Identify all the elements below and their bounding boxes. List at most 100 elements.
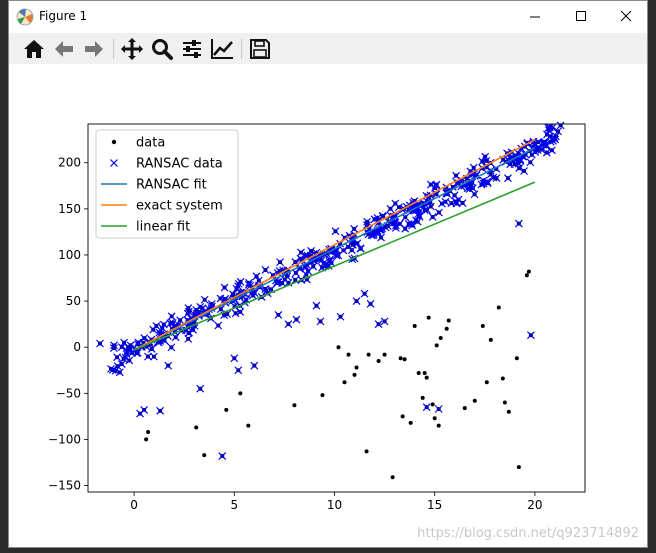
legend-marker <box>110 159 118 167</box>
ransac-data-point <box>231 309 240 318</box>
ransac-data-point <box>526 158 535 167</box>
data-point <box>516 465 521 470</box>
close-icon <box>620 11 631 22</box>
ransac-data-point <box>386 204 395 213</box>
ransac-data-point <box>544 124 553 132</box>
ransac-data-point <box>331 227 340 236</box>
ransac-data-point <box>109 344 118 352</box>
data-point <box>432 416 437 421</box>
ransac-data-point <box>245 278 253 287</box>
home-button[interactable] <box>21 36 47 62</box>
legend: data RANSAC data RANSAC fit exact system lin… <box>95 129 239 239</box>
ransac-data-point <box>184 304 193 312</box>
back-button[interactable] <box>51 36 77 62</box>
save-button[interactable] <box>247 36 273 62</box>
ransac-data-point <box>556 121 565 130</box>
ransac-data-point <box>539 140 548 149</box>
ransac-data-point <box>407 219 416 228</box>
ransac-data-point <box>214 321 223 330</box>
ransac-data-point <box>200 295 209 304</box>
legend-entry: exact system <box>101 199 223 214</box>
y-tick-label: −150 <box>48 479 81 493</box>
ransac-data-point <box>336 312 345 321</box>
ransac-data-point <box>415 212 424 221</box>
maximize-icon <box>575 11 586 21</box>
ransac-data-point <box>167 312 176 321</box>
ransac-data-point <box>230 354 239 363</box>
ransac-data-point <box>113 362 122 371</box>
minimize-button[interactable] <box>512 1 558 32</box>
data-point <box>202 453 207 458</box>
ransac-data-point <box>356 244 365 253</box>
ransac-data-point <box>292 315 301 324</box>
ransac-data-point <box>352 297 361 306</box>
ransac-data-point <box>252 272 261 281</box>
data-point <box>424 375 429 380</box>
ransac-data-point <box>380 317 389 326</box>
ransac-data-point <box>325 257 334 266</box>
figure-canvas[interactable]: 0 5 10 15 20 −150 −100 −50 0 50 100 150 200 data RANSA… <box>9 65 647 547</box>
configure-subplots-button[interactable] <box>179 36 205 62</box>
data-point <box>412 323 417 328</box>
data-point <box>194 425 199 430</box>
axes-frame <box>87 123 586 493</box>
x-tick-label: 0 <box>130 498 138 512</box>
ransac-data-point <box>353 239 362 248</box>
ransac-data-point <box>167 343 176 352</box>
data-point <box>144 437 149 442</box>
ransac-data-point <box>309 262 318 271</box>
title-bar: Figure 1 <box>9 1 647 32</box>
legend-entry: RANSAC data <box>110 157 223 172</box>
ransac-data-point <box>350 224 359 233</box>
data-point <box>484 380 489 385</box>
ransac-data-point <box>144 352 152 361</box>
y-tick-label: 0 <box>73 340 81 354</box>
data-point <box>352 372 357 377</box>
x-tick-label: 20 <box>527 498 542 512</box>
ransac-data-point <box>147 345 156 353</box>
ransac-data-point <box>377 233 385 242</box>
ransac-data-point <box>428 213 437 221</box>
pan-button[interactable] <box>119 36 145 62</box>
forward-button[interactable] <box>81 36 107 62</box>
data-point <box>422 371 427 376</box>
data-point <box>430 402 435 407</box>
zoom-button[interactable] <box>149 36 175 62</box>
data-point <box>426 315 431 320</box>
ransac-data-point <box>503 174 512 183</box>
ransac-plot[interactable]: 0 5 10 15 20 −150 −100 −50 0 50 100 150 200 data RANSA… <box>9 65 647 547</box>
ransac-data-point <box>545 126 553 135</box>
ransac-data-point <box>339 246 348 255</box>
ransac-data-point <box>369 230 378 239</box>
ransac-data-point <box>363 217 372 226</box>
ransac-fit-line <box>133 147 536 351</box>
data-point <box>146 430 151 435</box>
ransac-data-point <box>312 301 321 310</box>
y-tick-label: 100 <box>58 248 81 262</box>
maximize-button[interactable] <box>558 1 604 32</box>
edit-curve-button[interactable] <box>209 36 235 62</box>
data-point <box>342 380 347 385</box>
ransac-data-point <box>431 181 440 190</box>
data-point <box>246 423 251 428</box>
data-point <box>320 393 325 398</box>
ransac-data-point <box>360 289 369 298</box>
data-point <box>336 345 341 350</box>
x-tick-label: 10 <box>327 498 342 512</box>
navigation-toolbar <box>9 33 647 64</box>
ransac-data-point <box>274 310 283 319</box>
ransac-data-point <box>96 339 104 348</box>
ransac-data-point <box>216 294 225 303</box>
ransac-data-point <box>166 319 175 328</box>
ransac-data-point <box>438 199 446 208</box>
ransac-data-point <box>107 364 115 373</box>
close-button[interactable] <box>603 1 649 32</box>
ransac-data-point <box>458 199 467 207</box>
ransac-data-point <box>542 148 551 157</box>
subplots-icon <box>183 40 201 58</box>
forward-icon <box>85 41 103 57</box>
ransac-data-point <box>152 322 161 330</box>
ransac-data-point <box>301 251 310 260</box>
legend-label: data <box>136 136 165 151</box>
ransac-data-point <box>434 405 443 413</box>
